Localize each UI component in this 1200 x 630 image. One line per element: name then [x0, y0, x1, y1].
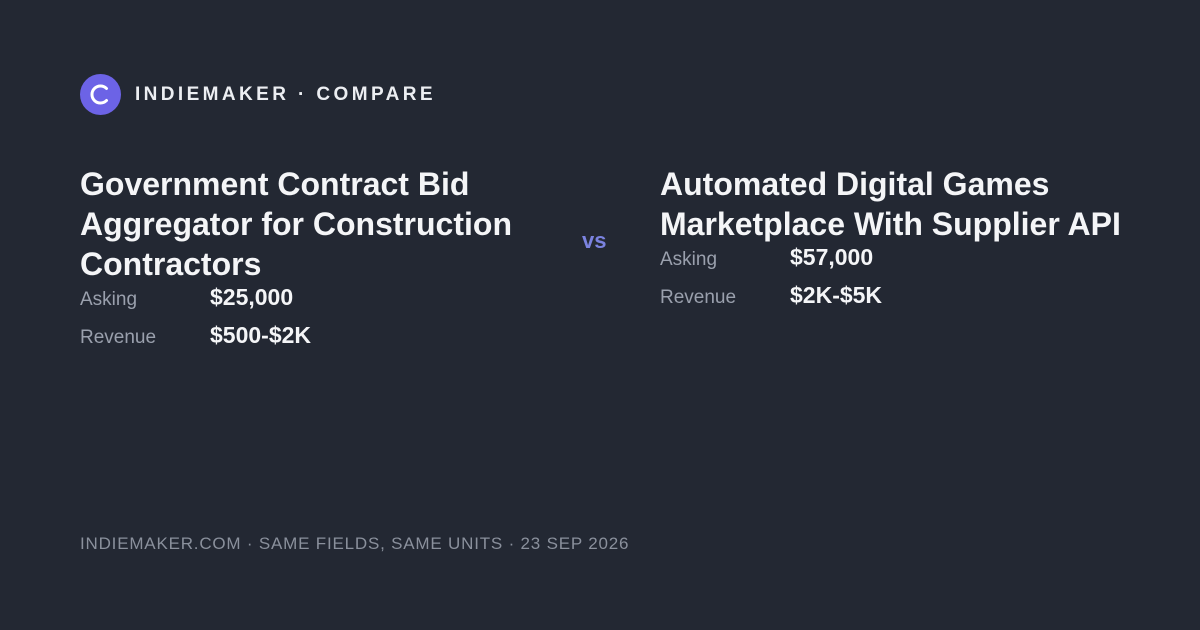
field-value: $57,000 [790, 244, 874, 270]
brand: INDIEMAKER · COMPARE [80, 74, 436, 115]
brand-text: INDIEMAKER · COMPARE [135, 83, 436, 105]
field-row: Asking $25,000 [80, 284, 550, 322]
field-row: Asking $57,000 [660, 244, 1130, 282]
listing-card: Government Contract Bid Aggregator for C… [80, 164, 550, 360]
field-label: Revenue [80, 327, 157, 348]
field-value: $25,000 [210, 284, 294, 310]
field-label: Asking [660, 249, 718, 270]
logo [80, 74, 121, 115]
vs-separator: vs [582, 228, 607, 253]
field-value: $500-$2K [210, 322, 312, 348]
footer: INDIEMAKER.COM · SAME FIELDS, SAME UNITS… [80, 534, 630, 553]
field-row: Revenue $2K-$5K [660, 282, 1130, 320]
field-label: Revenue [660, 287, 737, 308]
field-value: $2K-$5K [790, 282, 883, 308]
listing-title: Government Contract Bid Aggregator for C… [80, 166, 512, 282]
field-label: Asking [80, 289, 138, 310]
listing-title: Automated Digital Games Marketplace With… [660, 166, 1121, 242]
listing-card: Automated Digital Games Marketplace With… [660, 164, 1130, 320]
field-row: Revenue $500-$2K [80, 322, 550, 360]
